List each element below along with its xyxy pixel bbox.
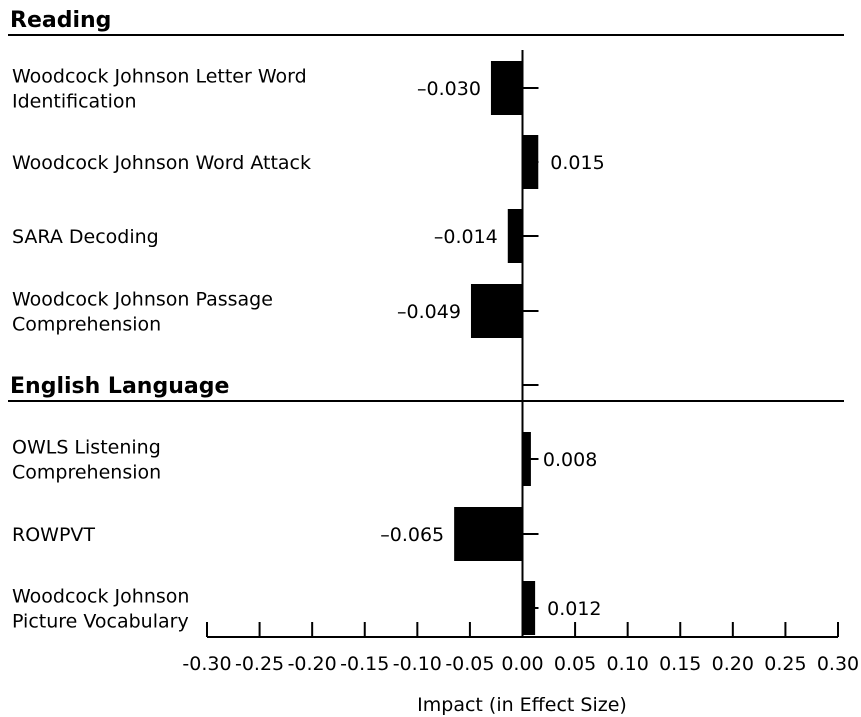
category-labels: Woodcock Johnson Letter Word Identificati… xyxy=(12,66,311,633)
category-label: Identification xyxy=(12,91,137,113)
x-tick-label: 0.05 xyxy=(554,653,596,675)
category-label: Woodcock Johnson xyxy=(12,586,189,608)
x-tick-label: -0.05 xyxy=(445,653,494,675)
x-tick-label: 0.15 xyxy=(659,653,701,675)
bar xyxy=(454,507,523,561)
category-label: Comprehension xyxy=(12,462,161,484)
category-label: Woodcock Johnson Letter Word xyxy=(12,66,307,88)
section-title: Reading xyxy=(10,8,111,33)
category-label: Woodcock Johnson Word Attack xyxy=(12,152,311,174)
x-tick-label: -0.30 xyxy=(182,653,231,675)
data-label: 0.008 xyxy=(543,449,597,471)
data-label: –0.049 xyxy=(397,301,461,323)
category-label: ROWPVT xyxy=(12,524,95,546)
x-tick-label: 0.00 xyxy=(501,653,543,675)
section-titles: Reading English Language xyxy=(10,8,229,399)
category-label: Picture Vocabulary xyxy=(12,611,189,633)
x-tick-label: 0.10 xyxy=(607,653,649,675)
bar xyxy=(470,284,523,338)
category-label: Woodcock Johnson Passage xyxy=(12,289,273,311)
data-label: 0.012 xyxy=(547,598,601,620)
category-label: SARA Decoding xyxy=(12,226,159,248)
x-tick-label: 0.30 xyxy=(817,653,859,675)
x-tick-label: 0.20 xyxy=(712,653,754,675)
data-label: –0.030 xyxy=(417,78,481,100)
bar xyxy=(490,61,523,115)
data-label: –0.014 xyxy=(434,226,498,248)
category-label: OWLS Listening xyxy=(12,437,161,459)
x-tick-label: 0.25 xyxy=(764,653,806,675)
bar xyxy=(507,209,523,263)
category-label: Comprehension xyxy=(12,314,161,336)
bars xyxy=(454,61,539,635)
x-tick-label: -0.20 xyxy=(288,653,337,675)
x-axis: -0.30 -0.25 -0.20 -0.15 -0.10 -0.05 0.00 0.05 0.… xyxy=(182,50,859,675)
data-labels: –0.030 0.015 –0.014 –0.049 0.008 –0.065 0.012 xyxy=(380,78,604,620)
section-rules xyxy=(8,34,844,402)
section-title: English Language xyxy=(10,374,229,399)
data-label: 0.015 xyxy=(550,152,604,174)
x-tick-label: -0.15 xyxy=(340,653,389,675)
data-label: –0.065 xyxy=(380,524,444,546)
x-axis-title: Impact (in Effect Size) xyxy=(417,694,627,716)
x-tick-label: -0.10 xyxy=(393,653,442,675)
x-tick-label: -0.25 xyxy=(235,653,284,675)
